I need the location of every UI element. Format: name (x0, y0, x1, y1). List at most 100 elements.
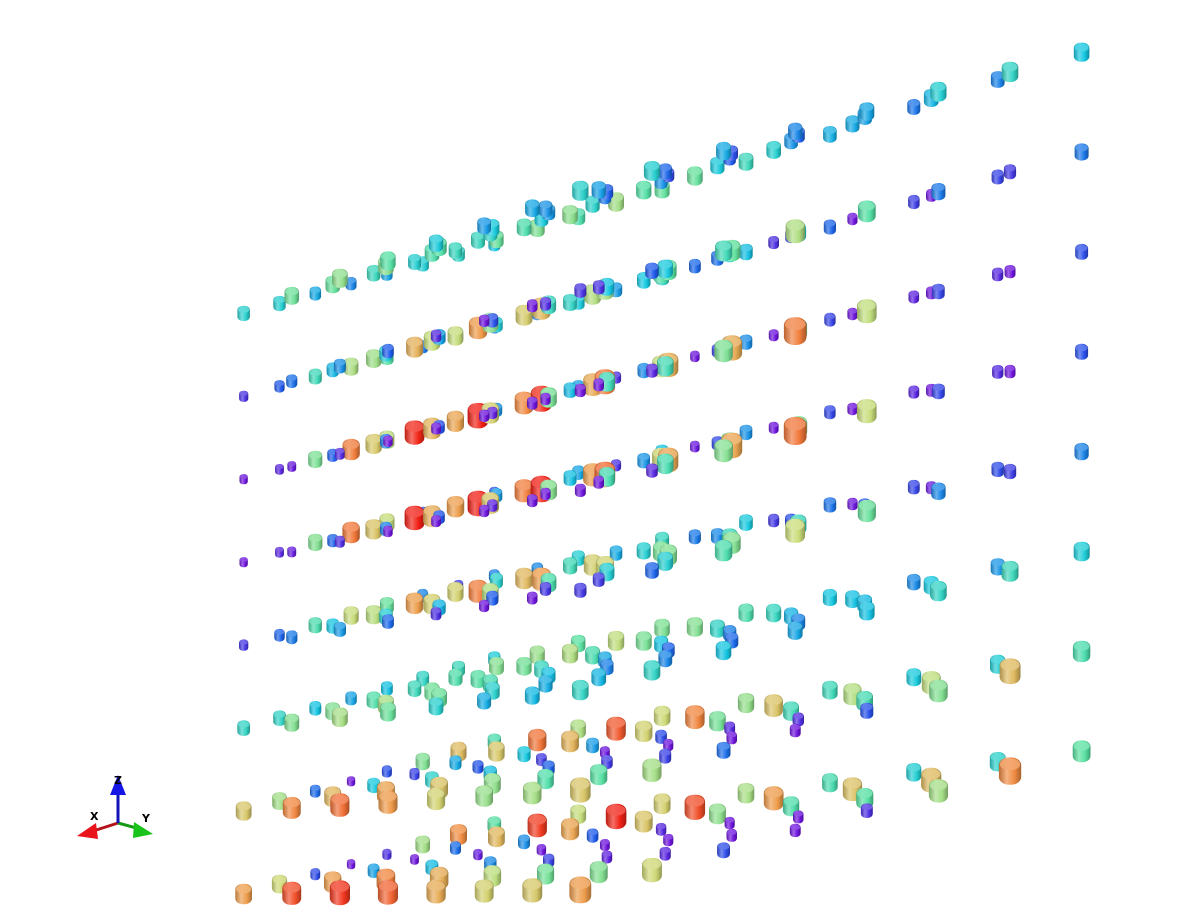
cylinder-glyph (382, 848, 392, 860)
cylinder-glyph (1001, 560, 1019, 582)
cylinder-glyph (574, 283, 587, 298)
cylinder-glyph (928, 779, 948, 803)
cylinder-glyph (783, 317, 807, 345)
cylinder-glyph (715, 641, 732, 661)
cylinder-glyph (449, 755, 462, 771)
cylinder-glyph (906, 763, 922, 782)
cylinder-glyph (739, 243, 753, 261)
cylinder-glyph (428, 234, 444, 252)
cylinder-glyph (563, 557, 578, 575)
cylinder-glyph (527, 813, 547, 838)
cylinder-glyph (563, 382, 577, 398)
cylinder-glyph (711, 528, 724, 544)
cylinder-glyph (284, 713, 300, 732)
cylinder-glyph (287, 461, 297, 472)
cylinder-glyph (1073, 541, 1090, 562)
cylinder-glyph (538, 200, 553, 218)
cylinder-glyph (282, 881, 302, 905)
cylinder-glyph (822, 773, 838, 793)
cylinder-glyph (569, 876, 592, 904)
cylinder-glyph (785, 518, 805, 543)
cylinder-glyph (710, 619, 725, 638)
cylinder-glyph (709, 803, 726, 825)
cylinder-glyph (606, 716, 626, 741)
cylinder-glyph (685, 705, 705, 729)
cylinder-glyph (768, 329, 779, 342)
cylinder-glyph (488, 741, 505, 762)
cylinder-glyph (333, 358, 346, 374)
cylinder-glyph (343, 357, 359, 376)
cylinder-glyph (785, 219, 805, 244)
cylinder-glyph (764, 694, 783, 717)
cylinder-glyph (822, 680, 838, 700)
cylinder-glyph (847, 212, 858, 226)
cylinder-glyph (538, 675, 553, 693)
cylinder-glyph (286, 630, 298, 645)
cylinder-glyph (383, 435, 393, 447)
cylinder-glyph (1004, 265, 1016, 279)
cylinder-glyph (860, 803, 873, 818)
cylinder-glyph (404, 420, 425, 445)
cylinder-glyph (768, 236, 779, 250)
cylinder-glyph (342, 438, 360, 461)
cylinder-glyph (345, 691, 357, 706)
cylinder-glyph (659, 846, 671, 861)
cylinder-glyph (1003, 463, 1017, 480)
cylinder-glyph (999, 658, 1021, 685)
cylinder-glyph (282, 797, 301, 819)
cylinder-glyph (766, 603, 782, 623)
cylinder-glyph (471, 231, 485, 249)
cylinder-glyph (366, 349, 382, 368)
cylinder-glyph (1072, 740, 1091, 763)
cylinder-glyph (586, 737, 599, 754)
cylinder-glyph (426, 879, 446, 904)
cylinder-glyph (472, 760, 484, 774)
cylinder-glyph (990, 71, 1005, 88)
cylinder-glyph (637, 452, 650, 469)
cylinder-glyph (540, 392, 551, 406)
cylinder-glyph (415, 835, 430, 854)
cylinder-glyph (447, 326, 464, 346)
cylinder-glyph (529, 645, 545, 664)
cylinder-glyph (516, 657, 532, 676)
cylinder-glyph (473, 848, 483, 861)
cylinder-glyph (589, 861, 608, 884)
cylinder-glyph (908, 290, 920, 304)
cylinder-glyph (479, 314, 490, 327)
cylinder-glyph (653, 705, 671, 727)
cylinder-glyph (475, 785, 493, 807)
cylinder-glyph (365, 519, 382, 540)
cylinder-glyph (726, 731, 737, 745)
cylinder-glyph (768, 513, 780, 528)
cylinder-glyph (992, 267, 1004, 282)
cylinder-glyph (585, 195, 600, 213)
cylinder-glyph (377, 879, 398, 905)
cylinder-glyph (346, 776, 356, 787)
cylinder-glyph (345, 277, 357, 291)
cylinder-glyph (859, 102, 875, 121)
cylinder-glyph (646, 463, 658, 478)
cylinder-glyph (657, 259, 673, 279)
cylinder-glyph (907, 573, 921, 591)
cylinder-glyph (656, 453, 674, 475)
cylinder-glyph (448, 668, 463, 686)
cylinder-glyph (1075, 243, 1089, 260)
cylinder-glyph (474, 879, 494, 903)
cylinder-glyph (658, 650, 673, 668)
cylinder-glyph (642, 758, 662, 782)
cylinder-glyph (523, 781, 542, 805)
cylinder-glyph (1001, 61, 1019, 83)
cylinder-glyph (527, 591, 538, 605)
cylinder-glyph (450, 841, 461, 855)
cylinder-glyph (489, 657, 504, 676)
cylinder-glyph (930, 81, 947, 102)
cylinder-glyph (561, 818, 580, 841)
cylinder-glyph (714, 540, 733, 562)
cylinder-glyph (405, 592, 424, 614)
cylinder-glyph (714, 339, 733, 363)
cylinder-glyph (540, 297, 552, 311)
glyph-field (235, 42, 1091, 906)
cylinder-glyph (235, 801, 252, 821)
